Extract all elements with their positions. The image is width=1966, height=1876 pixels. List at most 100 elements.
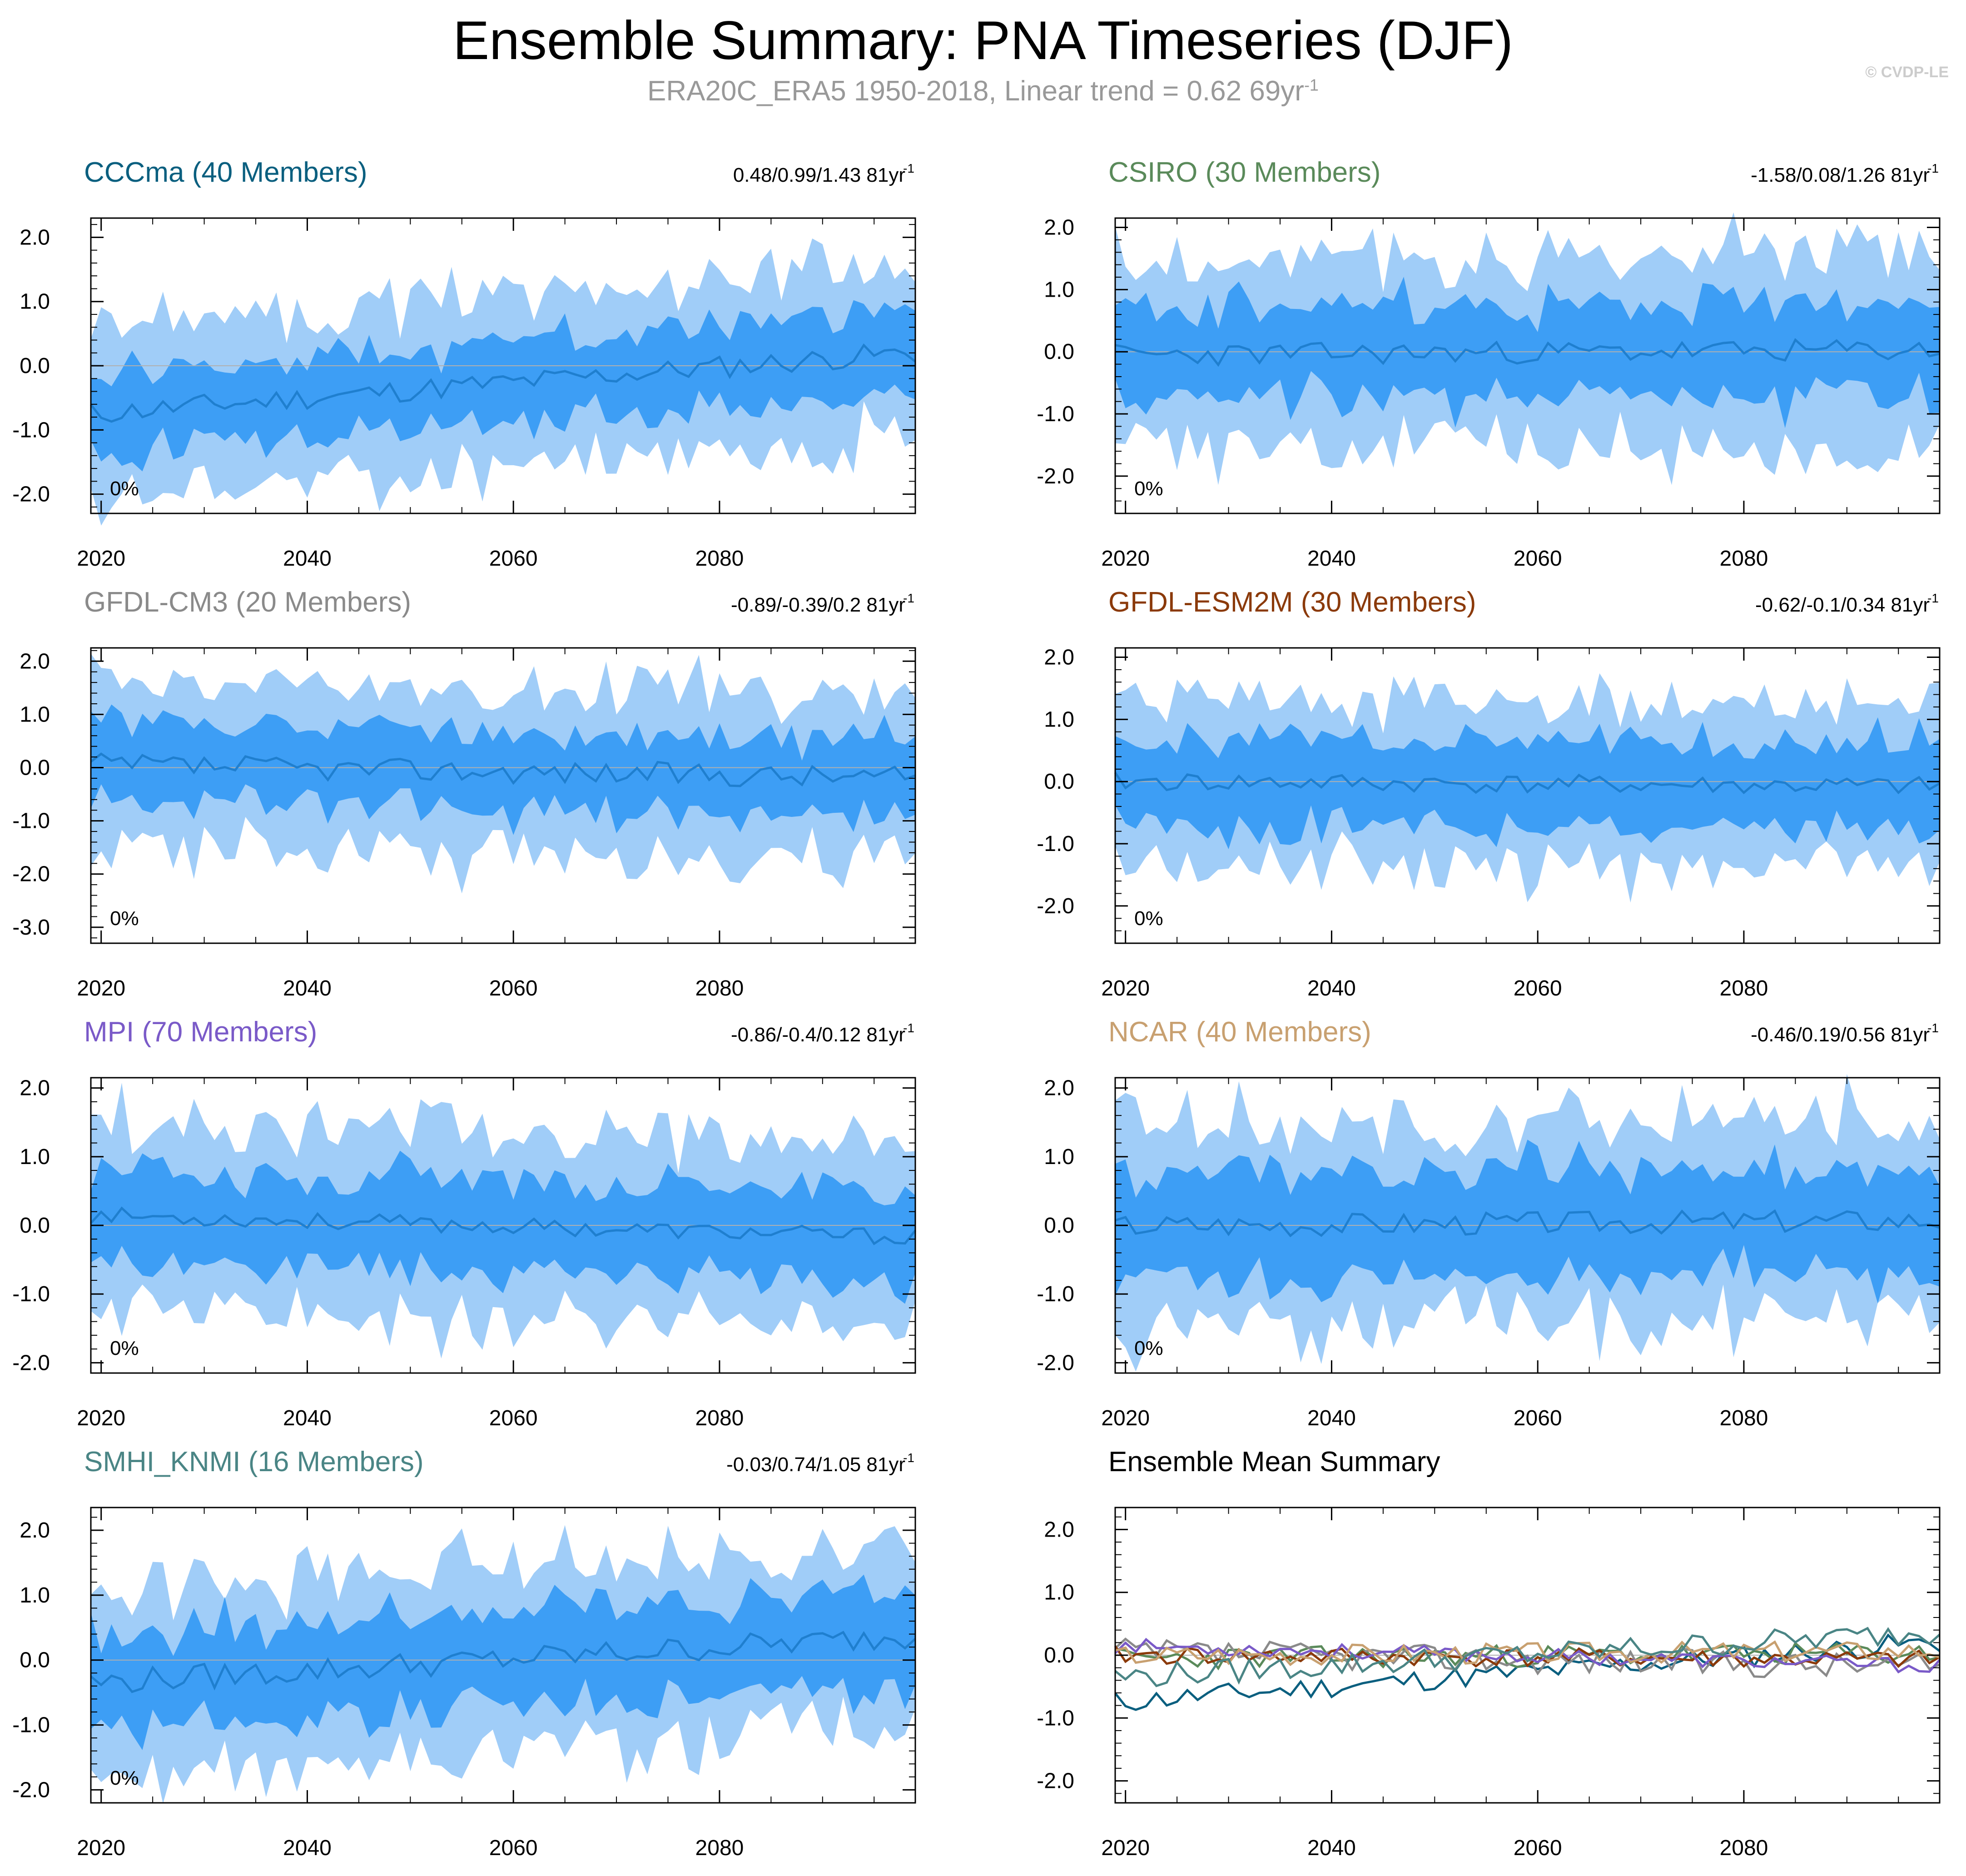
panel-title: NCAR (40 Members) <box>1108 1016 1371 1048</box>
panel-stat-superscript: -1 <box>903 591 914 605</box>
x-tick-label: 2020 <box>1101 1836 1150 1860</box>
chart-panel-7: Ensemble Mean Summary 2.0 1.0 0.0 -1.0 -2.0 20… <box>1037 1446 1941 1860</box>
y-tick-label: -1.0 <box>12 1713 50 1737</box>
y-tick-label: -2.0 <box>12 483 50 507</box>
panel-stat: -0.89/-0.39/0.2 81yr <box>731 594 905 616</box>
x-tick-label: 2080 <box>695 1406 744 1430</box>
y-tick-label: 0.0 <box>1044 770 1074 794</box>
panel-title: Ensemble Mean Summary <box>1108 1446 1440 1478</box>
x-tick-label: 2040 <box>1307 976 1356 1000</box>
x-tick-label: 2080 <box>1720 547 1768 571</box>
chart-panel-5: NCAR (40 Members) -0.46/0.19/0.56 81yr-1 0… <box>1037 1016 1941 1430</box>
ensemble-mean-line <box>90 752 916 787</box>
percent-label: 0% <box>1134 478 1163 500</box>
y-tick-label: 1.0 <box>1044 1145 1074 1169</box>
y-tick-label: -1.0 <box>12 809 50 833</box>
y-tick-label: 0.0 <box>1044 1643 1074 1667</box>
y-tick-label: 1.0 <box>20 290 50 314</box>
panel-title: SMHI_KNMI (16 Members) <box>84 1446 424 1478</box>
watermark: © CVDP-LE <box>1865 64 1949 81</box>
panel-stat: -1.58/0.08/1.26 81yr <box>1751 164 1930 186</box>
y-tick-label: 0.0 <box>20 354 50 378</box>
panel-stat-superscript: -1 <box>1927 1021 1939 1035</box>
chart-panel-4: MPI (70 Members) -0.86/-0.4/0.12 81yr-1 0%… <box>12 1016 916 1430</box>
y-tick-label: -2.0 <box>12 1351 50 1375</box>
panel-stat: 0.48/0.99/1.43 81yr <box>733 164 905 186</box>
page-title: Ensemble Summary: PNA Timeseries (DJF) <box>453 10 1513 71</box>
mean-line-gfdl-cm3 <box>1114 1637 1940 1678</box>
x-tick-label: 2020 <box>1101 547 1150 571</box>
inner-band <box>1115 1140 1940 1304</box>
panel-stat-superscript: -1 <box>903 161 914 175</box>
mean-line-mpi <box>1114 1637 1941 1674</box>
x-tick-label: 2060 <box>1514 976 1562 1000</box>
ensemble-mean-line <box>90 1631 916 1693</box>
x-tick-label: 2060 <box>489 976 538 1000</box>
y-tick-label: 2.0 <box>1044 646 1074 670</box>
percent-label: 0% <box>1134 1337 1163 1359</box>
y-tick-label: -2.0 <box>1037 894 1074 918</box>
y-tick-label: 2.0 <box>1044 216 1074 240</box>
x-tick-label: 2080 <box>1720 976 1768 1000</box>
x-tick-label: 2020 <box>77 1836 125 1860</box>
mean-line-smhi_knmi <box>1114 1627 1941 1687</box>
percent-label: 0% <box>110 907 139 930</box>
ensemble-mean-line <box>1115 1209 1940 1238</box>
chart-panel-2: GFDL-CM3 (20 Members) -0.89/-0.39/0.2 81y… <box>12 587 916 1000</box>
page-subtitle: ERA20C_ERA5 1950-2018, Linear trend = 0.… <box>0 75 1966 107</box>
y-tick-label: 1.0 <box>20 1583 50 1607</box>
x-tick-label: 2040 <box>283 547 332 571</box>
percent-label: 0% <box>110 1767 139 1789</box>
y-tick-label: -1.0 <box>1037 1706 1074 1730</box>
panel-stat: -0.03/0.74/1.05 81yr <box>726 1453 905 1476</box>
x-tick-label: 2040 <box>283 1836 332 1860</box>
panel-title: MPI (70 Members) <box>84 1016 317 1048</box>
y-tick-label: -1.0 <box>1037 1282 1074 1306</box>
panel-stat-superscript: -1 <box>1927 161 1939 175</box>
ensemble-mean-line <box>90 343 916 423</box>
y-tick-label: 1.0 <box>1044 278 1074 302</box>
x-tick-label: 2060 <box>1514 1406 1562 1430</box>
y-tick-label: 0.0 <box>20 756 50 780</box>
x-tick-label: 2020 <box>77 547 125 571</box>
inner-band <box>1115 717 1940 850</box>
y-tick-label: -1.0 <box>1037 832 1074 856</box>
panel-frame <box>90 647 916 944</box>
y-tick-label: -2.0 <box>12 1778 50 1802</box>
panel-stat: -0.62/-0.1/0.34 81yr <box>1755 594 1930 616</box>
x-tick-label: 2060 <box>489 1836 538 1860</box>
y-tick-label: 0.0 <box>1044 340 1074 364</box>
y-tick-label: 0.0 <box>20 1214 50 1238</box>
panel-stat: -0.86/-0.4/0.12 81yr <box>731 1024 905 1046</box>
panel-frame <box>90 1507 916 1804</box>
y-tick-label: 2.0 <box>20 225 50 249</box>
chart-panel-1: CSIRO (30 Members) -1.58/0.08/1.26 81yr-1… <box>1037 157 1941 571</box>
panel-title: GFDL-ESM2M (30 Members) <box>1108 587 1476 618</box>
y-tick-label: 1.0 <box>20 1145 50 1169</box>
y-tick-label: 2.0 <box>20 1076 50 1100</box>
y-tick-label: -2.0 <box>1037 1351 1074 1375</box>
x-tick-label: 2060 <box>489 1406 538 1430</box>
inner-band <box>91 300 915 472</box>
y-tick-label: 2.0 <box>1044 1518 1074 1542</box>
ensemble-mean-line <box>90 1206 916 1245</box>
y-tick-label: 1.0 <box>1044 1581 1074 1605</box>
x-tick-label: 2080 <box>1720 1406 1768 1430</box>
x-tick-label: 2020 <box>77 976 125 1000</box>
chart-panel-3: GFDL-ESM2M (30 Members) -0.62/-0.1/0.34 8… <box>1037 587 1941 1000</box>
chart-panel-6: SMHI_KNMI (16 Members) -0.03/0.74/1.05 81… <box>12 1446 916 1860</box>
y-tick-label: 0.0 <box>20 1648 50 1672</box>
percent-label: 0% <box>110 1337 139 1359</box>
y-tick-label: -2.0 <box>1037 464 1074 488</box>
panel-stat-superscript: -1 <box>903 1021 914 1035</box>
panel-frame <box>1114 647 1941 944</box>
x-tick-label: 2080 <box>695 976 744 1000</box>
ensemble-mean-line <box>1115 338 1940 367</box>
panel-stat: -0.46/0.19/0.56 81yr <box>1751 1024 1930 1046</box>
ensemble-mean-line <box>1114 772 1941 795</box>
x-tick-label: 2080 <box>695 1836 744 1860</box>
y-tick-label: 0.0 <box>1044 1214 1074 1238</box>
y-tick-label: -2.0 <box>12 862 50 886</box>
x-tick-label: 2020 <box>77 1406 125 1430</box>
y-tick-label: 2.0 <box>20 649 50 673</box>
